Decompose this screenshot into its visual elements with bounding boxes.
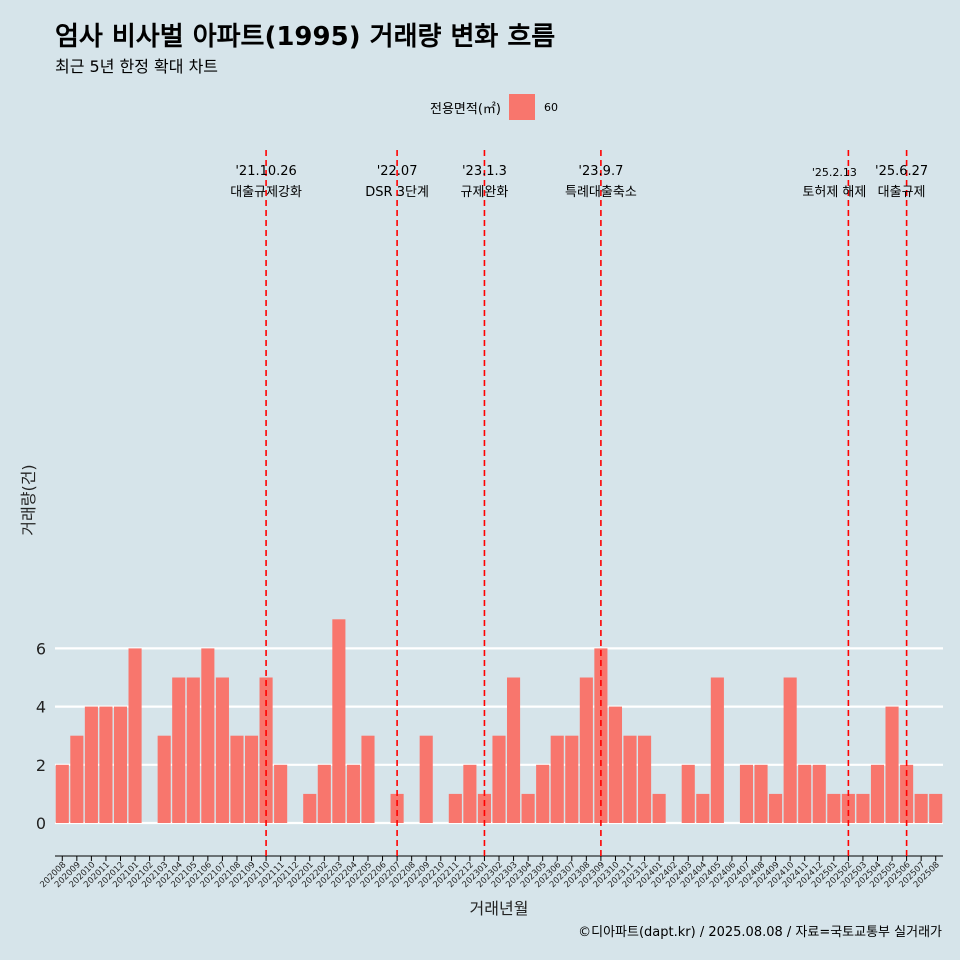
bar (608, 706, 623, 823)
bar (361, 735, 375, 823)
bar (230, 735, 244, 823)
event-label: 대출규제 (878, 185, 926, 200)
y-tick-label: 0 (36, 814, 46, 833)
bar (739, 764, 754, 823)
event-label: 토허제 해제 (802, 185, 866, 200)
bar (346, 764, 360, 823)
event-date: '25.6.27 (875, 164, 928, 179)
bar (303, 793, 317, 823)
bar (70, 735, 84, 823)
legend: 전용면적(㎡) 60 (430, 94, 558, 120)
event-label: DSR 3단계 (365, 185, 429, 200)
bar (172, 677, 186, 823)
bar (521, 793, 535, 823)
bar (856, 793, 870, 823)
bar (812, 764, 826, 823)
event-date: '23.1.3 (462, 164, 507, 179)
bar (885, 706, 899, 823)
bar (710, 677, 724, 823)
bar (157, 735, 171, 823)
event-date: '23.9.7 (578, 164, 623, 179)
bar (215, 677, 229, 823)
bar (419, 735, 433, 823)
bar (638, 735, 652, 823)
source-caption: ©디아파트(dapt.kr) / 2025.08.08 / 자료=국토교통부 실… (578, 925, 942, 940)
bar (477, 793, 491, 823)
bar (84, 706, 98, 823)
bar (507, 677, 521, 823)
event-date: '21.10.26 (235, 164, 296, 179)
bar (754, 764, 768, 823)
bar (623, 735, 637, 823)
bar (798, 764, 812, 823)
bar (652, 793, 666, 823)
x-axis-title: 거래년월 (470, 899, 529, 918)
legend-key (508, 94, 535, 120)
bar (827, 793, 841, 823)
bar (332, 619, 346, 823)
chart-subtitle: 최근 5년 한정 확대 차트 (55, 57, 219, 76)
bar (579, 677, 593, 823)
bar (448, 793, 462, 823)
bar (492, 735, 506, 823)
bar (783, 677, 797, 823)
bar (929, 793, 943, 823)
bar (390, 793, 404, 823)
bar (696, 793, 710, 823)
bar (274, 764, 288, 823)
y-tick-label: 4 (36, 698, 46, 717)
event-label: 규제완화 (461, 185, 509, 200)
y-axis-title: 거래량(건) (19, 464, 38, 535)
bar (186, 677, 200, 823)
bar (317, 764, 331, 823)
event-date: '22.07 (377, 164, 418, 179)
event-label: 특례대출축소 (565, 185, 637, 200)
bar (550, 735, 564, 823)
bar (841, 793, 855, 823)
bar (870, 764, 885, 823)
bar (244, 735, 259, 823)
bar (113, 706, 128, 823)
bar (536, 764, 550, 823)
bar (201, 648, 215, 823)
bar (565, 735, 579, 823)
bar (463, 764, 477, 823)
event-label: 대출규제강화 (230, 185, 302, 200)
y-tick-label: 6 (36, 639, 46, 658)
event-date: '25.2.13 (812, 166, 857, 179)
bar (914, 793, 928, 823)
chart-title: 엄사 비사벌 아파트(1995) 거래량 변화 흐름 (55, 22, 556, 52)
y-tick-label: 2 (36, 756, 46, 775)
bar (769, 793, 783, 823)
bar (55, 764, 69, 823)
legend-title: 전용면적(㎡) (430, 101, 501, 117)
bar (99, 706, 113, 823)
bar (681, 764, 695, 823)
legend-label: 60 (543, 100, 558, 114)
bar (128, 648, 142, 823)
